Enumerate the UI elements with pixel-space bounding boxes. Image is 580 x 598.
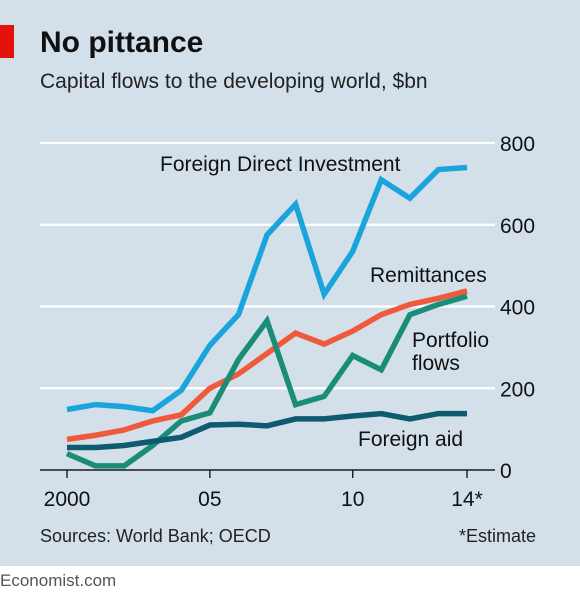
y-tick-label: 400 (500, 297, 535, 320)
estimate-footnote: *Estimate (458, 526, 536, 546)
series-line-portfolio-flows (65, 293, 468, 469)
series-line-foreign-direct-investment (66, 164, 468, 414)
brand-red-tab (0, 25, 14, 58)
x-axis-ticks: 2000 05 10 14* (44, 470, 483, 511)
label-aid: Foreign aid (358, 428, 463, 451)
y-tick-label: 200 (500, 378, 535, 401)
series-lines (65, 164, 468, 469)
y-tick-label: 600 (500, 215, 535, 238)
series-line-remittances (66, 288, 468, 443)
x-tick-label: 14* (451, 488, 483, 511)
label-remittances: Remittances (370, 264, 487, 287)
source-note: Sources: World Bank; OECD (40, 526, 271, 546)
series-labels: Foreign Direct Investment Remittances Po… (160, 153, 489, 451)
line-chart: 0 200 400 600 800 2000 05 10 14* Foreign Direct… (40, 133, 535, 511)
chart-subtitle: Capital flows to the developing world, $… (40, 70, 428, 93)
y-tick-label: 800 (500, 133, 535, 156)
chart-title: No pittance (40, 26, 204, 59)
y-axis-ticks: 0 200 400 600 800 (500, 133, 535, 483)
brand-logo-text: Economist.com (0, 571, 117, 590)
y-tick-label: 0 (500, 460, 512, 483)
x-tick-label: 10 (341, 488, 364, 511)
label-fdi: Foreign Direct Investment (160, 153, 401, 176)
label-portfolio-line2: flows (412, 352, 460, 375)
chart-panel (0, 0, 580, 566)
label-portfolio-line1: Portfolio (412, 329, 489, 352)
series-line-foreign-aid (67, 410, 467, 451)
x-tick-label: 05 (198, 488, 221, 511)
x-tick-label: 2000 (44, 488, 91, 511)
gridlines (40, 141, 495, 471)
